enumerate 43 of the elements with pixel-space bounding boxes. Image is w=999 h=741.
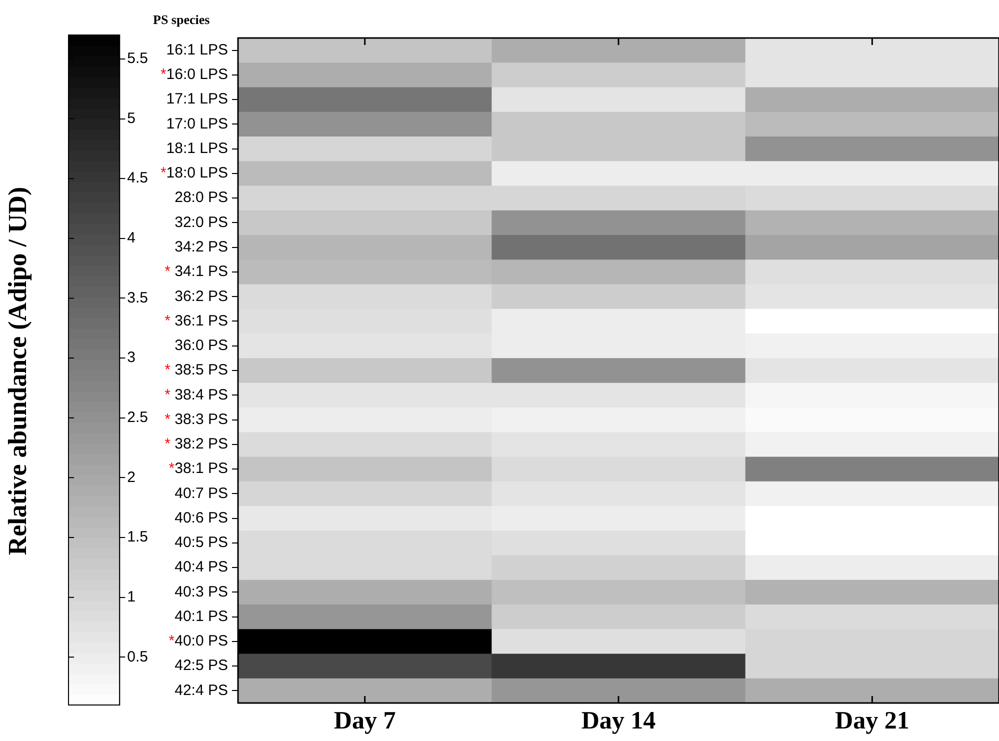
y-tick-label: 40:4 PS bbox=[174, 558, 228, 576]
y-tick-label: 18:1 LPS bbox=[166, 140, 228, 157]
y-tick-label: 28:0 PS bbox=[174, 189, 228, 206]
color-bar-title: Relative abundance (Adipo / UD) bbox=[3, 186, 33, 558]
color-bar-label: 2.5 bbox=[127, 409, 148, 426]
x-tick-label: Day 21 bbox=[835, 707, 910, 734]
y-tick-label: * 38:3 PS bbox=[164, 410, 228, 428]
color-bar-label: 1 bbox=[127, 588, 136, 606]
y-tick-label: * 34:1 PS bbox=[164, 263, 228, 280]
y-tick-label: *18:0 LPS bbox=[160, 164, 228, 182]
y-tick-label: 42:4 PS bbox=[174, 682, 228, 699]
color-bar-label: 5 bbox=[127, 110, 136, 127]
color-bar-label: 4.5 bbox=[127, 170, 148, 187]
y-tick-label: *38:1 PS bbox=[168, 460, 228, 478]
color-bar-label: 4 bbox=[127, 230, 136, 247]
y-tick-label: 40:1 PS bbox=[174, 608, 228, 625]
color-bar-label: 3 bbox=[127, 349, 136, 366]
y-tick-label: 16:1 LPS bbox=[166, 41, 228, 58]
color-bar-label: 0.5 bbox=[127, 648, 148, 666]
x-tick-label: Day 7 bbox=[334, 707, 396, 734]
y-tick-label: * 38:2 PS bbox=[164, 436, 228, 453]
y-tick-label: * 38:5 PS bbox=[164, 362, 228, 379]
y-tick-label: *40:0 PS bbox=[168, 632, 228, 650]
color-bar-label: 3.5 bbox=[127, 289, 148, 306]
color-bar-label: 1.5 bbox=[127, 528, 148, 546]
x-tick-label: Day 14 bbox=[581, 707, 656, 734]
y-tick-label: 40:3 PS bbox=[174, 583, 228, 600]
y-tick-label: 42:5 PS bbox=[174, 657, 228, 674]
color-bar-label: 2 bbox=[127, 468, 136, 486]
y-tick-label: 40:7 PS bbox=[174, 484, 228, 502]
y-tick-label: * 38:4 PS bbox=[164, 386, 228, 404]
y-tick-label: 36:2 PS bbox=[174, 288, 228, 305]
y-tick-label: *16:0 LPS bbox=[160, 66, 228, 84]
y-tick-label: 17:1 LPS bbox=[166, 90, 228, 108]
y-tick-label: 40:6 PS bbox=[174, 509, 228, 526]
y-tick-label: 36:0 PS bbox=[174, 337, 228, 354]
color-bar-label: 5.5 bbox=[127, 50, 148, 68]
y-tick-label: 40:5 PS bbox=[174, 534, 228, 552]
y-axis-title: PS species bbox=[153, 12, 210, 28]
y-tick-label: 32:0 PS bbox=[174, 214, 228, 231]
y-tick-label: 34:2 PS bbox=[174, 238, 228, 256]
y-tick-label: * 36:1 PS bbox=[164, 312, 228, 330]
y-tick-label: 17:0 LPS bbox=[166, 115, 228, 132]
